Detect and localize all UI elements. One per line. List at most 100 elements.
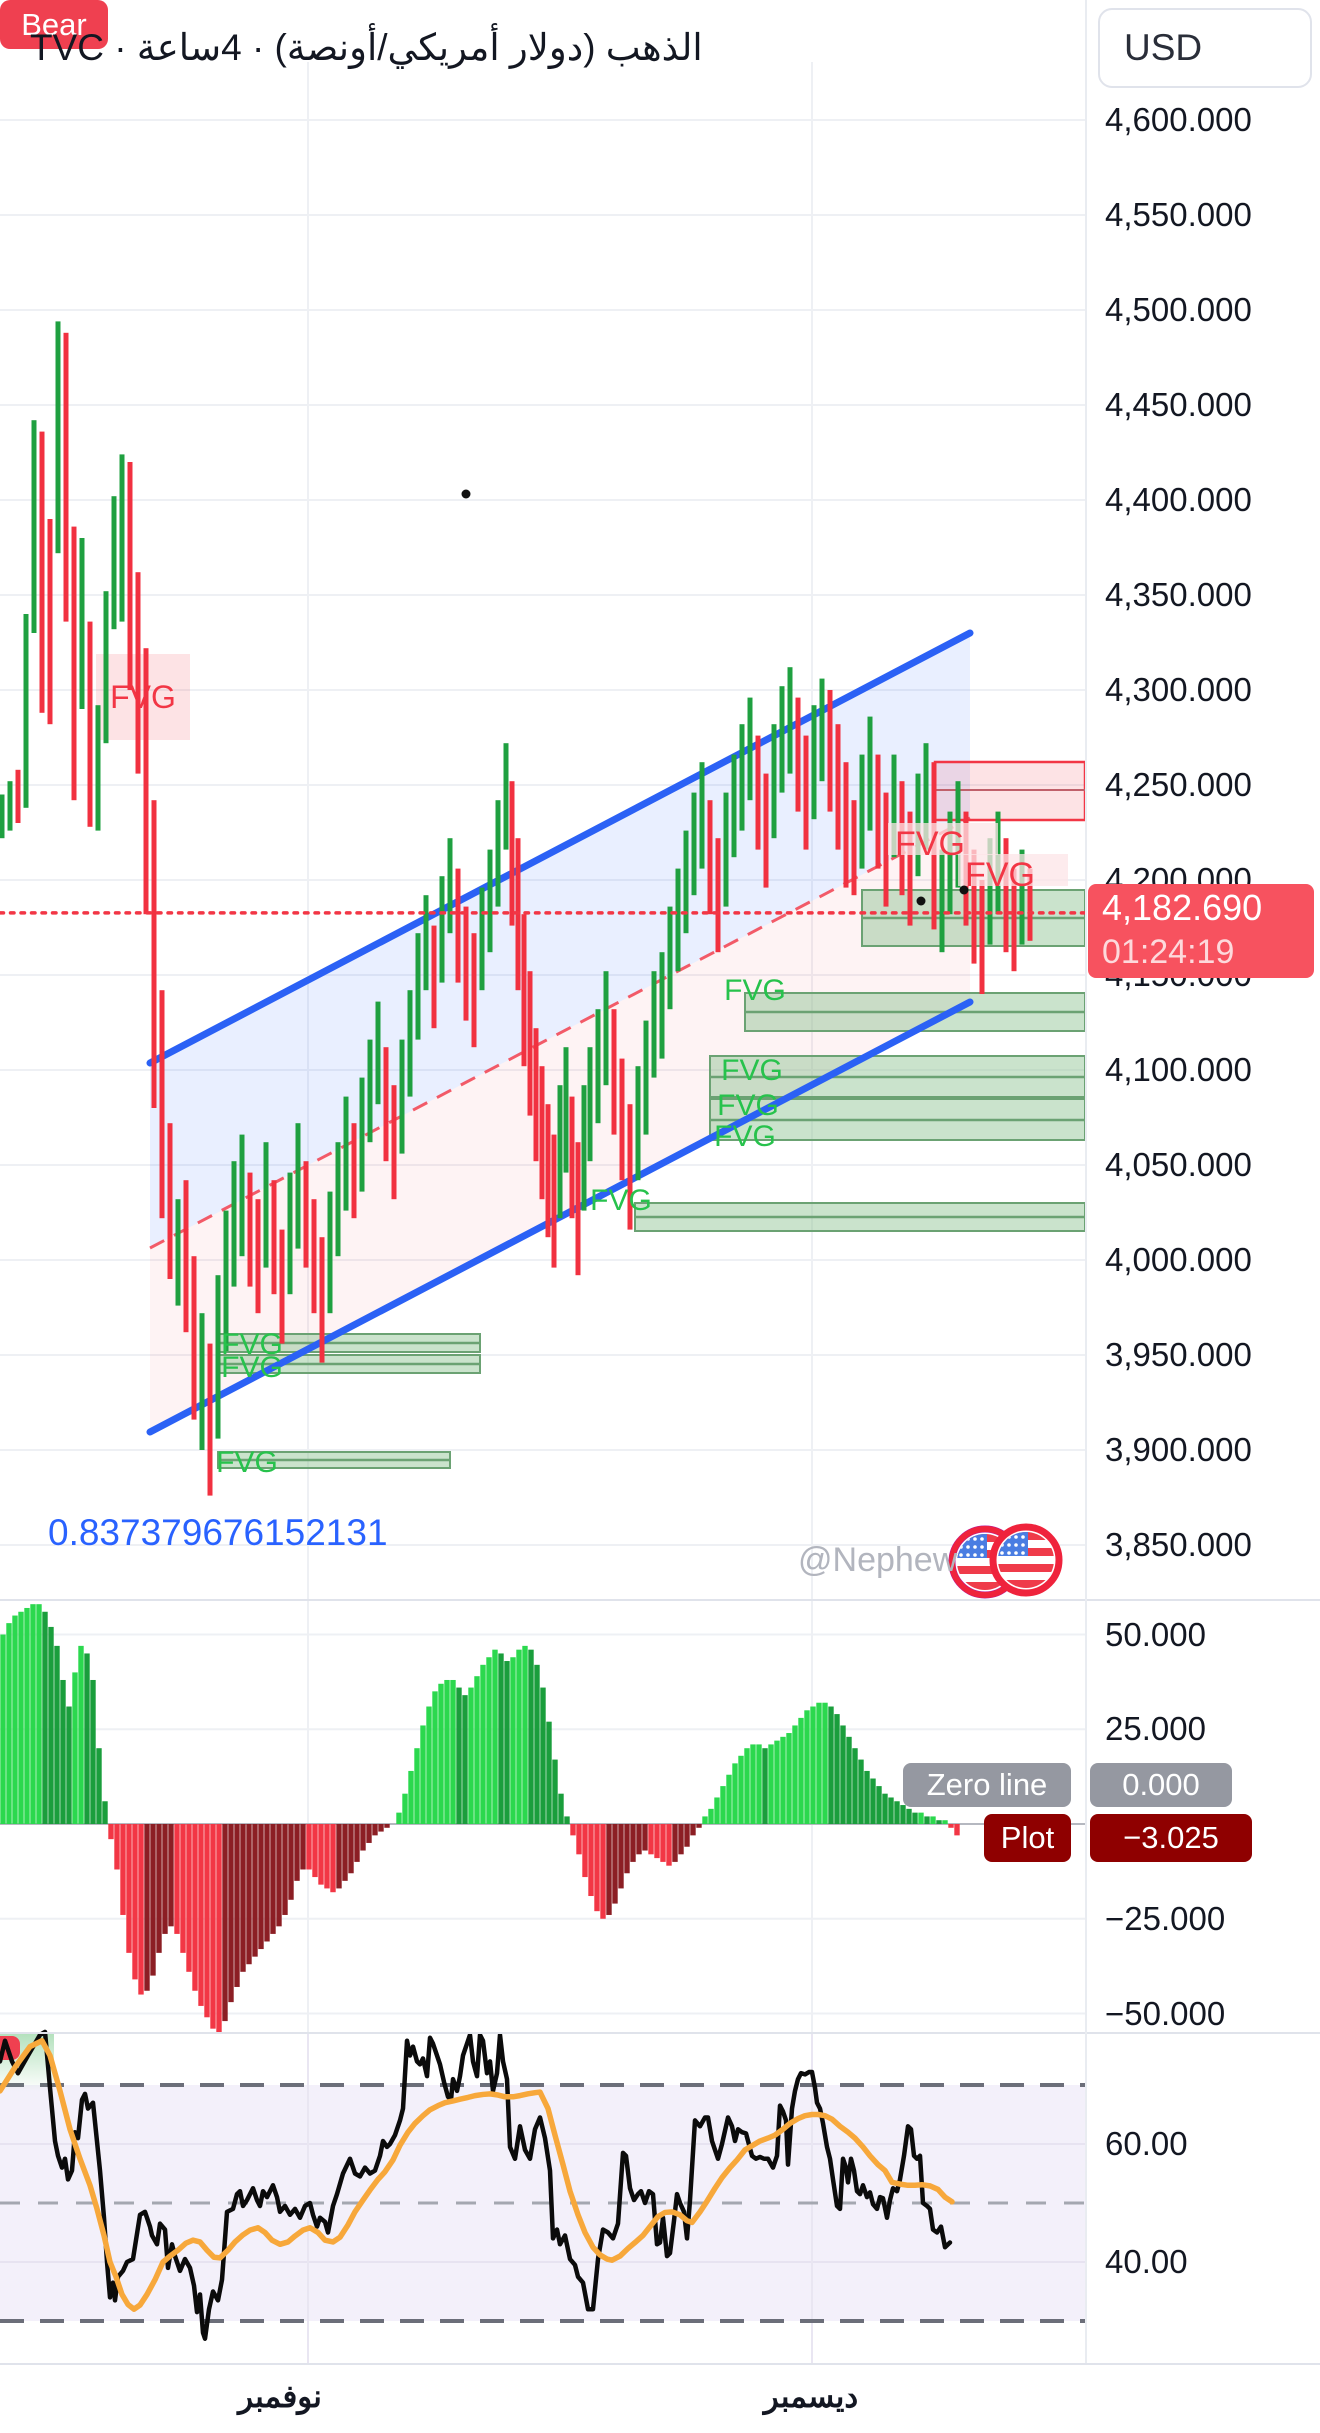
candle-bar: [143, 648, 149, 915]
histogram-bar: [534, 1664, 540, 1824]
candle-bar: [539, 1066, 545, 1200]
price-axis-label: 4,350.000: [1105, 576, 1252, 613]
flag-star: [1021, 1535, 1025, 1539]
histogram-bar: [306, 1824, 312, 1870]
histogram-bar: [300, 1824, 306, 1870]
time-axis[interactable]: نوفمبر ديسمبر: [0, 2363, 1320, 2433]
candle-bar: [399, 1039, 405, 1154]
histogram-bar: [96, 1748, 102, 1824]
histogram-bar: [408, 1770, 414, 1824]
panel-separator[interactable]: [0, 2032, 1320, 2034]
histogram-bar: [12, 1615, 18, 1824]
rsi-panel[interactable]: [0, 2029, 1320, 2363]
histogram-bar: [630, 1824, 636, 1862]
histogram-bar: [552, 1759, 558, 1824]
histogram-bar: [318, 1824, 324, 1885]
candle-bar: [455, 868, 461, 983]
histogram-bar: [282, 1824, 288, 1915]
histogram-bar: [396, 1812, 402, 1824]
flag-stripe: [957, 1566, 1013, 1574]
candle-bar: [883, 792, 889, 907]
marker-dot: [461, 489, 471, 499]
histogram-bar: [30, 1604, 36, 1824]
time-axis-month-label: نوفمبر: [238, 2379, 322, 2414]
candle-bar: [867, 716, 873, 831]
flag-stripe: [957, 1558, 1013, 1566]
flag-star: [1007, 1543, 1011, 1547]
flag-star: [966, 1553, 970, 1557]
flag-stripe: [998, 1556, 1054, 1564]
candle-bar: [39, 431, 45, 713]
candle-bar: [311, 1199, 317, 1314]
histogram-bar: [342, 1824, 348, 1881]
histogram-bar: [816, 1702, 822, 1824]
histogram-bar: [426, 1706, 432, 1824]
histogram-bar: [486, 1657, 492, 1824]
fvg-label-box: [888, 823, 998, 855]
candle-bar: [971, 849, 977, 964]
histogram-bar: [36, 1604, 42, 1824]
candle-bar: [563, 1047, 569, 1173]
histogram-bar: [198, 1824, 204, 2006]
flag-star: [1014, 1551, 1018, 1555]
histogram-bar: [372, 1824, 378, 1836]
histogram-bar: [450, 1679, 456, 1824]
us-flag-circle-icon: [948, 1523, 1063, 1599]
candle-bar: [63, 332, 69, 622]
flag-star: [1000, 1551, 1004, 1555]
candle-bar: [575, 1142, 581, 1276]
fvg-label: FVG: [221, 1328, 283, 1361]
candle-bar: [675, 868, 681, 972]
histogram-bar: [228, 1824, 234, 2003]
histogram-bar: [222, 1824, 228, 2022]
histogram-bar: [324, 1824, 330, 1889]
histogram-bar: [852, 1748, 858, 1824]
histogram-bar: [726, 1774, 732, 1824]
histogram-bar: [162, 1824, 168, 1934]
price-axis-label: 4,100.000: [1105, 1051, 1252, 1088]
histogram-bar: [654, 1824, 660, 1859]
candle-bar: [383, 1047, 389, 1162]
price-scale-separator[interactable]: [1085, 0, 1087, 2363]
histogram-bar: [420, 1725, 426, 1824]
histogram-bar: [18, 1611, 24, 1824]
candle-bar: [191, 1256, 197, 1420]
histogram-bar: [168, 1824, 174, 1927]
histogram-bar: [462, 1695, 468, 1824]
price-axis-label: 4,400.000: [1105, 481, 1252, 518]
current-price-value: 4,182.690: [1102, 887, 1263, 928]
histogram-bar: [690, 1824, 696, 1836]
candle-bar: [533, 1028, 539, 1162]
candle-bar: [795, 697, 801, 812]
histogram-bar: [138, 1824, 144, 1995]
candle-bar: [715, 838, 721, 953]
candle-bar: [557, 1085, 563, 1219]
flag-stripe: [998, 1564, 1054, 1572]
histogram-bar: [930, 1816, 936, 1824]
plot-label-badge: Plot: [984, 1814, 1071, 1862]
candle-bar: [335, 1142, 341, 1257]
candle-bar: [587, 1047, 593, 1162]
panel-separator[interactable]: [0, 1599, 1320, 1601]
histogram-bar: [678, 1824, 684, 1855]
candle-bar: [551, 1134, 557, 1268]
marker-dot: [959, 885, 969, 895]
histogram-bar: [762, 1748, 768, 1824]
fvg-label-box: [958, 854, 1068, 886]
histogram-bar: [330, 1824, 336, 1893]
histogram-bar: [942, 1820, 948, 1824]
flag-stripe: [998, 1580, 1054, 1588]
candle-bar: [183, 1180, 189, 1333]
candle-bar: [87, 621, 93, 827]
histogram-bar: [876, 1786, 882, 1824]
candle-bar: [803, 735, 809, 850]
histogram-bar: [246, 1824, 252, 1965]
symbol-legend-title[interactable]: TVC · الذهب (دولار أمريكي/أونصة) · 4ساعة: [30, 27, 703, 68]
histogram-bar: [840, 1725, 846, 1824]
momentum-oscillator-panel[interactable]: [0, 1600, 1320, 2033]
zero-line-label-badge: Zero line: [903, 1763, 1071, 1807]
histogram-bar: [666, 1824, 672, 1866]
flag-stripe: [998, 1572, 1054, 1580]
candle-bar: [819, 678, 825, 782]
